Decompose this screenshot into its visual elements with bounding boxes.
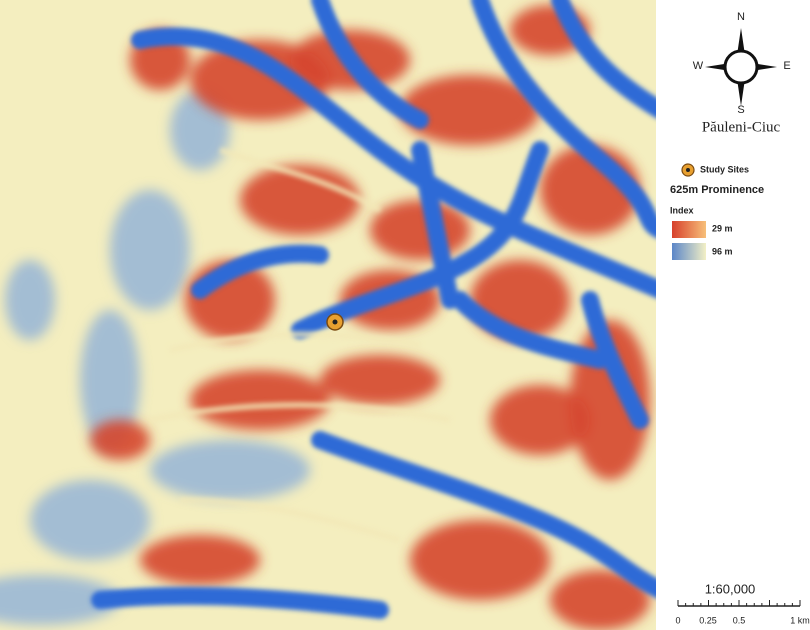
scale-label: 0.25 <box>699 615 717 625</box>
legend-subheading: Index <box>670 205 694 215</box>
legend-site-label: Study Sites <box>700 164 749 174</box>
blue-patch <box>30 480 150 560</box>
legend-site-dot <box>686 168 690 172</box>
scale-label: 0.5 <box>733 615 746 625</box>
map-title: Păuleni-Ciuc <box>702 119 781 135</box>
compass: N W E S <box>693 11 791 116</box>
blue-patch <box>110 190 190 310</box>
scale-ratio: 1:60,000 <box>705 581 756 596</box>
legend-low: 96 m <box>712 246 733 256</box>
red-patch <box>490 385 590 455</box>
compass-e: E <box>783 60 790 72</box>
scale-label: 1 km <box>790 615 810 625</box>
blue-patch <box>5 260 55 340</box>
red-patch <box>410 520 550 600</box>
raster-map <box>0 0 660 630</box>
scale-label: 0 <box>675 615 680 625</box>
legend-swatch-low <box>672 243 706 260</box>
red-patch <box>140 535 260 585</box>
study-site-dot <box>333 320 338 325</box>
compass-w: W <box>693 60 704 72</box>
legend-swatch-high <box>672 221 706 238</box>
compass-s: S <box>737 104 744 116</box>
scale-bar: 1:60,000 0 0.25 0.5 1 km <box>675 581 809 625</box>
compass-n: N <box>737 11 745 23</box>
red-patch <box>370 200 470 260</box>
legend: Study Sites 625m Prominence Index 29 m 9… <box>670 164 764 260</box>
red-patch <box>190 370 330 430</box>
compass-ring <box>725 51 757 83</box>
red-patch <box>90 420 150 460</box>
legend-high: 29 m <box>712 223 733 233</box>
map-page: N W E S Păuleni-Ciuc Study Sites 625m Pr… <box>0 0 810 630</box>
blue-patch <box>150 440 310 500</box>
red-patch <box>320 355 440 405</box>
legend-heading: 625m Prominence <box>670 184 764 196</box>
